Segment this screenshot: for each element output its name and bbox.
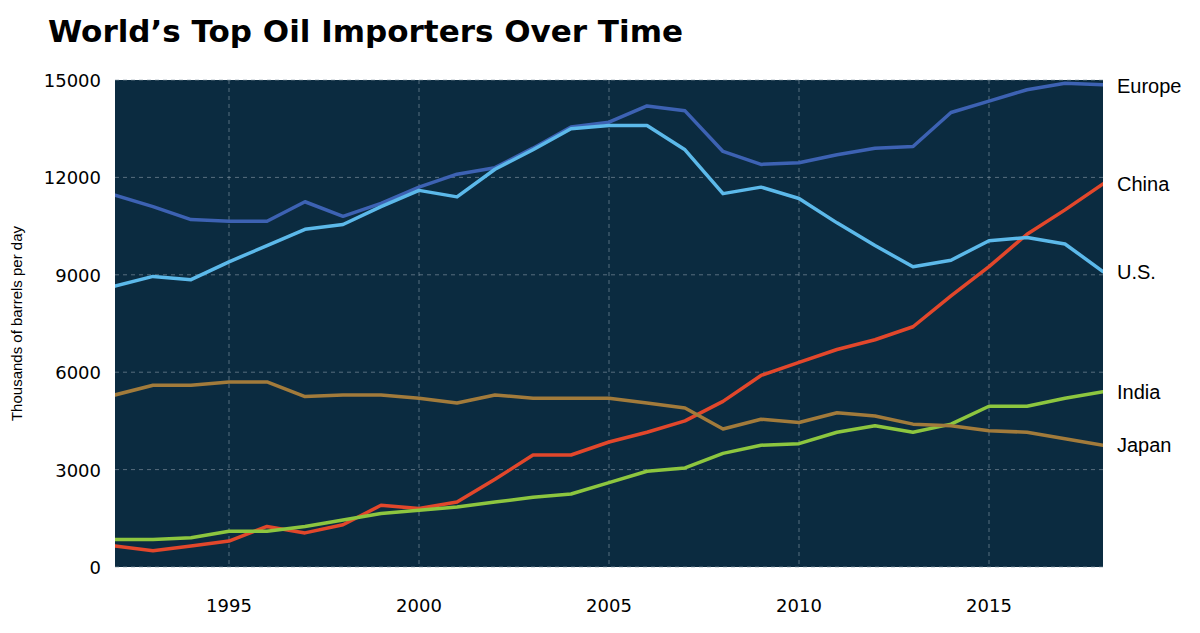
- series-label: India: [1117, 381, 1161, 403]
- x-grid-line: [229, 80, 230, 567]
- x-tick-label: 2010: [776, 595, 822, 616]
- series-line: [115, 382, 1103, 445]
- y-grid-line: [115, 469, 1103, 470]
- series-line: [115, 184, 1103, 551]
- y-axis-label: Thousands of barrels per day: [8, 225, 25, 421]
- x-tick-label: 2015: [966, 595, 1012, 616]
- plot-background: [115, 80, 1103, 567]
- x-grid-line: [419, 80, 420, 567]
- x-tick-label: 2005: [586, 595, 632, 616]
- y-tick-label: 9000: [55, 265, 101, 286]
- series-label: China: [1117, 173, 1170, 195]
- x-grid-line: [799, 80, 800, 567]
- y-tick-label: 12000: [44, 167, 101, 188]
- x-tick-label: 1995: [206, 595, 252, 616]
- lines: [115, 83, 1103, 551]
- series-label: Europe: [1117, 75, 1182, 97]
- y-tick-label: 15000: [44, 70, 101, 91]
- y-tick-label: 0: [90, 557, 101, 578]
- grid: [115, 80, 1103, 567]
- series-line: [115, 125, 1103, 286]
- series-line: [115, 83, 1103, 221]
- y-tick-label: 3000: [55, 460, 101, 481]
- y-tick-label: 6000: [55, 362, 101, 383]
- x-grid-line: [989, 80, 990, 567]
- title: World’s Top Oil Importers Over Time: [48, 13, 683, 49]
- series-label: Japan: [1117, 434, 1172, 456]
- x-tick-label: 2000: [396, 595, 442, 616]
- chart: World’s Top Oil Importers Over Time Thous…: [0, 0, 1200, 633]
- series-line: [115, 392, 1103, 540]
- x-grid-line: [609, 80, 610, 567]
- series-label: U.S.: [1117, 261, 1156, 283]
